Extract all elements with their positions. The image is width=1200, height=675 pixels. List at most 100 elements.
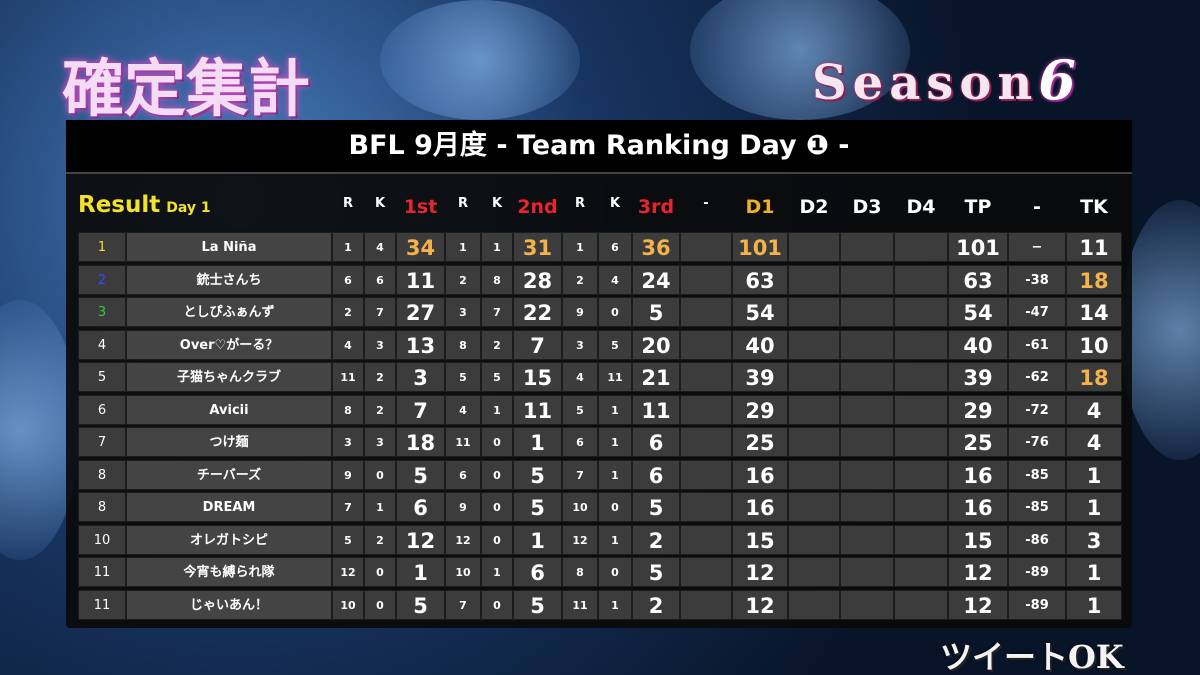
table-cell: -85: [1008, 492, 1066, 522]
table-cell: [894, 492, 948, 522]
table-cell: 29: [948, 394, 1008, 425]
table-cell: 4: [1066, 427, 1122, 457]
table-cell: 11: [78, 557, 126, 587]
table-cell: 5: [513, 459, 562, 490]
table-cell: 24: [632, 264, 680, 295]
table-cell: [840, 362, 894, 392]
table-cell: 2: [364, 524, 396, 555]
table-cell: [840, 264, 894, 295]
table-cell: [840, 427, 894, 457]
table-cell: [788, 232, 840, 262]
table-cell: 7: [562, 459, 598, 490]
table-cell: -62: [1008, 362, 1066, 392]
table-cell: 5: [78, 362, 126, 392]
table-cell: 11: [332, 362, 364, 392]
table-cell: 6: [364, 264, 396, 295]
table-cell: 11: [78, 589, 126, 620]
table-cell: 5: [632, 492, 680, 522]
table-cell: [840, 524, 894, 555]
table-cell: -38: [1008, 264, 1066, 295]
column-header: 1st: [403, 196, 438, 218]
team-name: チーバーズ: [126, 459, 332, 490]
table-cell: 7: [78, 427, 126, 457]
table-cell: 8: [78, 459, 126, 490]
table-cell: 11: [1066, 232, 1122, 262]
table-cell: 6: [445, 459, 481, 490]
table-cell: 9: [332, 459, 364, 490]
table-cell: 1: [598, 524, 632, 555]
season-label: Season: [812, 55, 1039, 111]
page-title: 確定集計: [62, 52, 311, 125]
table-cell: 0: [598, 492, 632, 522]
table-cell: [680, 427, 732, 457]
table-cell: [894, 524, 948, 555]
table-cell: 1: [481, 232, 513, 262]
table-cell: 40: [948, 329, 1008, 360]
table-cell: [788, 264, 840, 295]
table-cell: −: [1008, 232, 1066, 262]
table-cell: 0: [481, 524, 513, 555]
table-cell: 8: [481, 264, 513, 295]
table-cell: 16: [948, 459, 1008, 490]
table-cell: [680, 524, 732, 555]
table-cell: 6: [332, 264, 364, 295]
table-cell: -89: [1008, 557, 1066, 587]
table-cell: 8: [562, 557, 598, 587]
table-cell: 5: [632, 297, 680, 327]
team-name: La Niña: [126, 232, 332, 262]
table-cell: [788, 427, 840, 457]
table-cell: 3: [1066, 524, 1122, 555]
table-cell: -76: [1008, 427, 1066, 457]
table-cell: 2: [632, 524, 680, 555]
table-cell: 12: [332, 557, 364, 587]
table-cell: 5: [481, 362, 513, 392]
table-cell: 5: [513, 589, 562, 620]
table-cell: [680, 589, 732, 620]
column-header: R: [342, 196, 353, 211]
table-cell: 1: [598, 459, 632, 490]
table-cell: 2: [332, 297, 364, 327]
table-cell: -72: [1008, 394, 1066, 425]
table-cell: 1: [1066, 492, 1122, 522]
table-cell: 2: [364, 362, 396, 392]
table-cell: 1: [1066, 589, 1122, 620]
table-cell: [788, 362, 840, 392]
column-header: TP: [964, 196, 992, 218]
table-cell: 9: [562, 297, 598, 327]
table-cell: 18: [396, 427, 445, 457]
table-cell: [840, 492, 894, 522]
table-cell: [840, 557, 894, 587]
table-cell: 12: [732, 557, 788, 587]
table-cell: 21: [632, 362, 680, 392]
footer-note: ツイートOK: [940, 638, 1124, 675]
table-cell: 1: [332, 232, 364, 262]
table-cell: -86: [1008, 524, 1066, 555]
column-header: D1: [745, 196, 775, 218]
table-cell: 5: [396, 589, 445, 620]
table-cell: 0: [481, 492, 513, 522]
table-cell: 11: [396, 264, 445, 295]
table-cell: [680, 329, 732, 360]
table-cell: 1: [481, 557, 513, 587]
table-cell: 1: [445, 232, 481, 262]
table-cell: 39: [732, 362, 788, 392]
table-cell: [840, 394, 894, 425]
table-cell: 7: [396, 394, 445, 425]
decoration: [380, 0, 580, 120]
table-cell: 7: [332, 492, 364, 522]
table-cell: 25: [732, 427, 788, 457]
table-cell: [788, 297, 840, 327]
table-cell: [840, 459, 894, 490]
table-cell: 13: [396, 329, 445, 360]
table-cell: 3: [562, 329, 598, 360]
day-label: Day 1: [166, 200, 211, 216]
table-cell: 2: [562, 264, 598, 295]
table-cell: 18: [1066, 362, 1122, 392]
table-cell: 1: [598, 589, 632, 620]
table-cell: 8: [445, 329, 481, 360]
table-cell: 7: [481, 297, 513, 327]
table-cell: [894, 232, 948, 262]
column-header: K: [609, 196, 621, 211]
table-cell: 4: [78, 329, 126, 360]
